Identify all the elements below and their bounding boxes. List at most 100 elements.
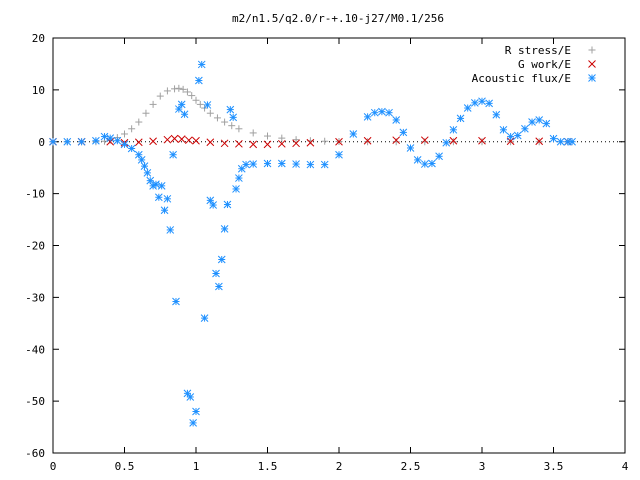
data-marks — [49, 60, 576, 427]
data-point — [213, 114, 221, 122]
data-point — [549, 134, 558, 143]
data-point — [363, 112, 372, 121]
data-point — [421, 138, 429, 146]
data-point — [195, 76, 203, 85]
data-point — [183, 88, 191, 96]
data-point — [212, 269, 220, 278]
data-point — [169, 150, 177, 159]
data-point — [171, 85, 179, 93]
data-point — [292, 139, 300, 148]
data-point — [413, 156, 422, 164]
y-tick-label: 20 — [32, 32, 45, 45]
data-point — [485, 99, 494, 108]
data-point — [449, 125, 458, 134]
data-point — [192, 96, 200, 104]
data-point — [263, 140, 272, 149]
data-point — [292, 136, 300, 144]
data-point — [166, 226, 175, 234]
data-point — [217, 255, 226, 264]
data-point — [456, 114, 465, 123]
data-point — [349, 130, 358, 138]
data-point — [170, 134, 179, 143]
data-point — [186, 393, 195, 401]
data-point — [242, 160, 250, 169]
data-point — [149, 137, 157, 146]
data-point — [449, 138, 457, 146]
data-point — [179, 85, 187, 93]
data-point — [513, 131, 522, 140]
data-point — [188, 92, 196, 100]
plot-frame — [52, 37, 626, 454]
data-point — [535, 137, 544, 146]
data-point — [406, 144, 415, 152]
x-tick-label: 4 — [622, 460, 629, 473]
data-point — [264, 132, 271, 140]
data-point — [392, 136, 401, 145]
data-point — [249, 160, 258, 168]
data-point — [134, 138, 143, 147]
data-point — [249, 129, 257, 137]
data-point — [542, 119, 551, 128]
y-tick-label: -20 — [25, 240, 45, 253]
data-point — [206, 109, 214, 117]
data-point — [206, 138, 215, 147]
y-tick-label: -60 — [25, 447, 45, 460]
data-point — [175, 84, 183, 92]
x-tick-label: 0.5 — [115, 460, 135, 473]
data-point — [63, 137, 72, 146]
legend-label: G work/E — [518, 58, 571, 71]
data-point — [154, 193, 163, 202]
data-point — [203, 101, 212, 109]
data-point — [197, 60, 206, 69]
data-point — [92, 136, 100, 145]
data-point — [277, 159, 286, 168]
data-point — [156, 92, 164, 100]
data-point — [163, 194, 172, 203]
data-point — [152, 180, 160, 189]
data-point — [157, 181, 166, 190]
data-point — [235, 139, 243, 148]
data-point — [215, 282, 223, 291]
legend-marker — [588, 74, 596, 82]
data-point — [228, 122, 236, 130]
x-tick-label: 1.5 — [258, 460, 278, 473]
data-point — [392, 116, 401, 124]
data-point — [370, 108, 379, 117]
data-point — [223, 200, 232, 209]
data-point — [220, 139, 229, 148]
data-point — [363, 136, 372, 145]
data-point — [399, 128, 408, 137]
data-point — [506, 132, 515, 141]
data-point — [277, 139, 286, 148]
data-point — [163, 87, 171, 95]
data-point — [321, 137, 329, 145]
data-point — [192, 407, 200, 416]
data-point — [149, 100, 157, 108]
data-point — [420, 136, 429, 145]
y-tick-label: 10 — [32, 84, 45, 97]
data-point — [249, 140, 258, 149]
data-point — [478, 136, 486, 145]
y-tick-label: -30 — [25, 291, 45, 304]
data-point — [428, 159, 436, 168]
data-point — [306, 160, 315, 169]
data-point — [478, 97, 486, 106]
data-point — [335, 137, 343, 146]
data-point — [189, 419, 197, 427]
data-point — [113, 136, 122, 145]
data-point — [420, 160, 429, 168]
data-point — [106, 134, 115, 142]
x-tick-label: 0 — [50, 460, 57, 473]
data-point — [209, 201, 218, 209]
data-point — [478, 138, 486, 146]
data-point — [528, 118, 536, 126]
data-point — [521, 124, 529, 133]
data-point — [200, 314, 209, 322]
data-point — [120, 140, 129, 149]
data-point — [220, 225, 229, 233]
data-point — [226, 105, 235, 114]
x-tick-label: 3.5 — [544, 460, 564, 473]
series-2 — [49, 60, 576, 427]
legend-label: Acoustic flux/E — [472, 72, 571, 85]
